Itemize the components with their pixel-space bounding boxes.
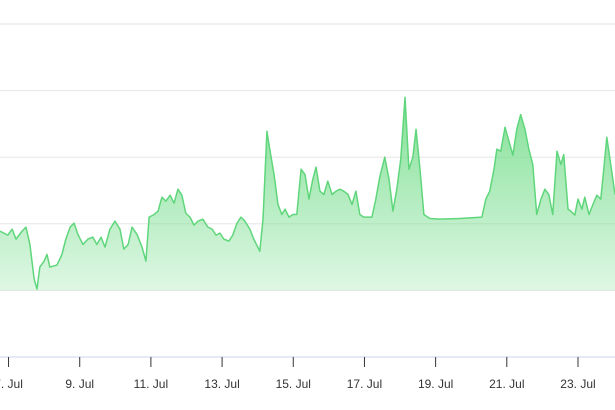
x-tick-label: 23. Jul [560,377,595,391]
x-tick-label: 7. Jul [0,377,23,391]
x-tick-label: 21. Jul [489,377,524,391]
area-line [0,96,615,290]
x-tick-label: 17. Jul [347,377,382,391]
x-tick-label: 13. Jul [204,377,239,391]
x-tick-label: 19. Jul [418,377,453,391]
x-tick-label: 15. Jul [276,377,311,391]
x-tick-label: 11. Jul [134,377,168,391]
x-tick-label: 9. Jul [65,377,94,391]
